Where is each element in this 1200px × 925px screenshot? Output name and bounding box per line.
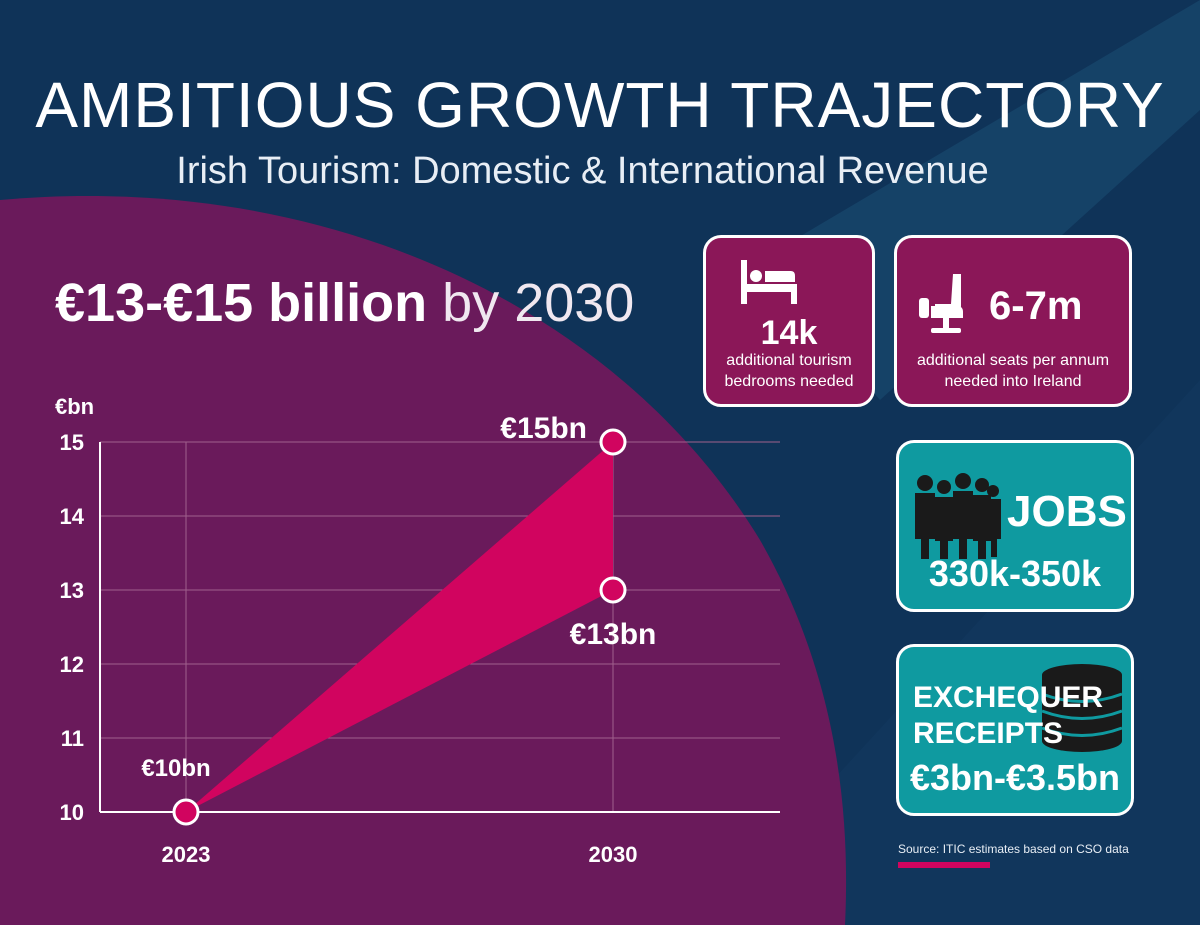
seats-card: 6-7m additional seats per annum needed i…	[894, 235, 1132, 407]
bedrooms-card: 14k additional tourism bedrooms needed	[703, 235, 875, 407]
x-tick-label-2023: 2023	[162, 842, 211, 867]
jobs-card: JOBS 330k-350k	[896, 440, 1134, 612]
source-underline	[898, 862, 990, 868]
data-label-2030-13: €13bn	[570, 618, 657, 651]
page-subtitle: Irish Tourism: Domestic & International …	[176, 150, 989, 192]
y-tick-label-12: 12	[60, 652, 84, 677]
y-tick-label-10: 10	[60, 800, 84, 825]
headline: €13-€15 billion by 2030	[55, 272, 634, 334]
chart-points	[172, 428, 627, 826]
exchequer-card: EXCHEQUER RECEIPTS €3bn-€3.5bn	[896, 644, 1134, 816]
jobs-label: JOBS	[1007, 487, 1127, 536]
y-tick-label-11: 11	[61, 726, 84, 751]
bed-icon	[741, 260, 797, 304]
revenue-range-area	[186, 442, 613, 812]
y-tick-label-13: 13	[60, 578, 84, 603]
coins-icon	[1041, 664, 1123, 752]
page-title: AMBITIOUS GROWTH TRAJECTORY	[35, 69, 1165, 141]
seat-icon	[919, 274, 963, 333]
data-label-2030-15: €15bn	[500, 412, 587, 445]
seats-value: 6-7m	[989, 284, 1083, 328]
chart-annotations: €10bn €15bn €13bn	[141, 412, 656, 782]
exchequer-value: €3bn-€3.5bn	[909, 757, 1121, 798]
data-point-high-estimate-2023	[172, 798, 200, 826]
background-purple-shape	[0, 195, 847, 925]
seats-line2: needed into Ireland	[944, 373, 1082, 390]
chart-tick-labels: 10 11 12 13 14 15 2023 2030	[60, 430, 638, 867]
revenue-chart: €bn 10 11 12 13 14 15 2023 2030 €10bn €15bn €13bn	[55, 394, 780, 867]
source-note: Source: ITIC estimates based on CSO data	[898, 842, 1129, 856]
headline-value: €13-€15 billion	[55, 273, 428, 333]
seats-line1: additional seats per annum	[916, 352, 1110, 369]
y-tick-label-14: 14	[60, 504, 85, 529]
chart-axes: €bn	[55, 394, 780, 813]
data-point-low-estimate-2030	[599, 576, 627, 604]
headline-suffix: by 2030	[442, 273, 635, 333]
bedrooms-line1: additional tourism	[726, 352, 852, 369]
jobs-value: 330k-350k	[928, 553, 1102, 594]
data-point-high-estimate-2030	[599, 428, 627, 456]
people-icon	[915, 473, 1001, 559]
bedrooms-line2: bedrooms needed	[724, 373, 854, 390]
y-tick-label-15: 15	[60, 430, 84, 455]
data-label-2023-10: €10bn	[141, 755, 210, 782]
exchequer-line1: EXCHEQUER	[913, 681, 1104, 714]
y-axis-label: €bn	[55, 394, 94, 419]
bedrooms-value: 14k	[760, 314, 818, 352]
exchequer-line2: RECEIPTS	[913, 717, 1064, 750]
x-tick-label-2030: 2030	[589, 842, 638, 867]
